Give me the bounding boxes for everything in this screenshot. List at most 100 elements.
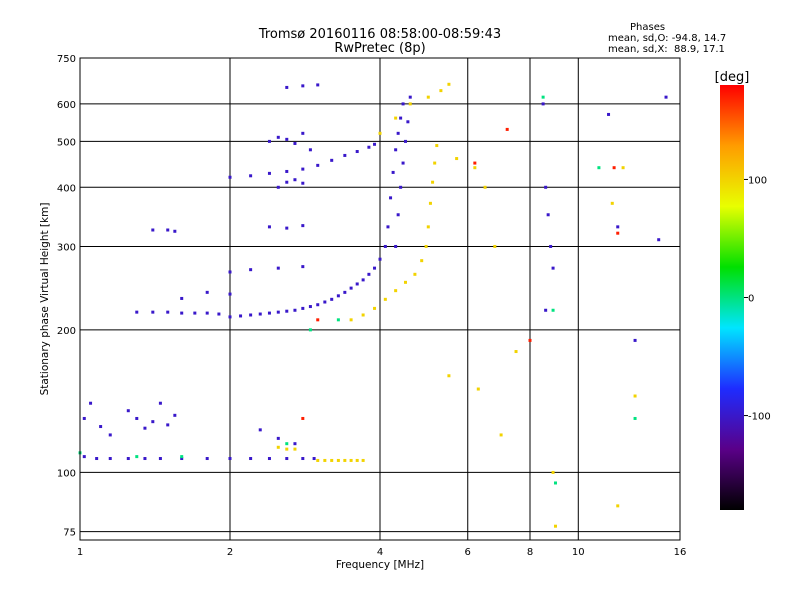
data-point bbox=[361, 458, 365, 462]
colorbar-tick-label: -100 bbox=[748, 412, 771, 423]
data-point bbox=[217, 312, 221, 316]
data-point bbox=[553, 524, 557, 528]
data-point bbox=[258, 312, 262, 316]
data-point bbox=[394, 116, 398, 120]
data-point bbox=[180, 296, 184, 300]
data-point bbox=[173, 229, 177, 233]
data-point bbox=[447, 82, 451, 86]
data-point bbox=[383, 244, 387, 248]
data-point bbox=[413, 272, 417, 276]
data-point bbox=[616, 231, 620, 235]
data-point bbox=[285, 442, 289, 446]
data-point bbox=[126, 409, 130, 413]
data-point bbox=[541, 95, 545, 99]
data-point bbox=[378, 257, 382, 261]
data-point bbox=[349, 458, 353, 462]
data-point bbox=[205, 457, 209, 461]
x-tick-label: 10 bbox=[572, 547, 585, 558]
data-point bbox=[126, 457, 130, 461]
data-point bbox=[285, 85, 289, 89]
data-point bbox=[293, 308, 297, 312]
data-point bbox=[433, 161, 437, 165]
data-point bbox=[323, 300, 327, 304]
data-point bbox=[336, 318, 340, 322]
data-point bbox=[239, 314, 243, 318]
stats-x-mode: mean, sd,X: 88.9, 17.1 bbox=[608, 44, 725, 55]
y-tick-label: 200 bbox=[57, 326, 76, 337]
data-point bbox=[424, 244, 428, 248]
data-point bbox=[551, 266, 555, 270]
x-axis-label: Frequency [MHz] bbox=[336, 559, 424, 571]
data-point bbox=[151, 310, 155, 314]
x-tick-label: 4 bbox=[377, 547, 383, 558]
data-point bbox=[394, 148, 398, 152]
x-tick-label: 1 bbox=[77, 547, 83, 558]
data-point bbox=[228, 292, 232, 296]
stats-o-mode: mean, sd,O: -94.8, 14.7 bbox=[608, 33, 727, 44]
data-point bbox=[664, 95, 668, 99]
data-point bbox=[330, 458, 334, 462]
data-point bbox=[228, 315, 232, 319]
data-point bbox=[612, 166, 616, 170]
data-point bbox=[399, 185, 403, 189]
data-points bbox=[78, 82, 668, 528]
data-point bbox=[249, 313, 253, 317]
data-point bbox=[228, 175, 232, 179]
data-point bbox=[373, 142, 377, 146]
data-point bbox=[308, 328, 312, 332]
data-point bbox=[293, 442, 297, 446]
data-point bbox=[499, 433, 503, 437]
y-tick-label: 500 bbox=[57, 137, 76, 148]
data-point bbox=[267, 171, 271, 175]
data-point bbox=[435, 144, 439, 148]
data-point bbox=[505, 127, 509, 131]
data-point bbox=[267, 311, 271, 315]
colorbar-ticks: 100 0 -100 bbox=[744, 175, 771, 423]
data-point bbox=[228, 457, 232, 461]
y-axis-label: Stationary phase Virtual Height [km] bbox=[39, 203, 51, 396]
data-point bbox=[276, 445, 280, 449]
data-point bbox=[597, 166, 601, 170]
data-point bbox=[394, 244, 398, 248]
data-point bbox=[633, 416, 637, 420]
data-point bbox=[401, 161, 405, 165]
data-point bbox=[403, 280, 407, 284]
data-point bbox=[657, 238, 661, 242]
data-point bbox=[330, 158, 334, 162]
data-point bbox=[82, 416, 86, 420]
data-point bbox=[301, 181, 305, 185]
data-point bbox=[151, 228, 155, 232]
data-point bbox=[483, 185, 487, 189]
colorbar-tick-label: 0 bbox=[748, 294, 754, 305]
data-point bbox=[180, 457, 184, 461]
colorbar-label: [deg] bbox=[715, 70, 750, 85]
data-point bbox=[473, 166, 477, 170]
data-point bbox=[610, 201, 614, 205]
data-point bbox=[267, 139, 271, 143]
data-point bbox=[312, 457, 316, 461]
colorbar-tick-label: 100 bbox=[748, 175, 767, 186]
y-axis-ticks: 75 100 200 300 400 500 600 750 bbox=[57, 54, 76, 539]
data-point bbox=[361, 313, 365, 317]
data-point bbox=[355, 458, 359, 462]
data-point bbox=[166, 310, 170, 314]
data-point bbox=[301, 416, 305, 420]
x-tick-label: 16 bbox=[674, 547, 687, 558]
data-point bbox=[426, 95, 430, 99]
data-point bbox=[143, 457, 147, 461]
data-point bbox=[514, 350, 518, 354]
data-point bbox=[166, 228, 170, 232]
data-point bbox=[151, 420, 155, 424]
data-point bbox=[301, 84, 305, 88]
plot-grid bbox=[80, 58, 680, 540]
data-point bbox=[493, 244, 497, 248]
data-point bbox=[193, 311, 197, 315]
data-point bbox=[367, 272, 371, 276]
data-point bbox=[301, 265, 305, 269]
data-point bbox=[549, 244, 553, 248]
data-point bbox=[343, 290, 347, 294]
data-point bbox=[285, 226, 289, 230]
data-point bbox=[276, 436, 280, 440]
data-point bbox=[308, 148, 312, 152]
data-point bbox=[616, 504, 620, 508]
